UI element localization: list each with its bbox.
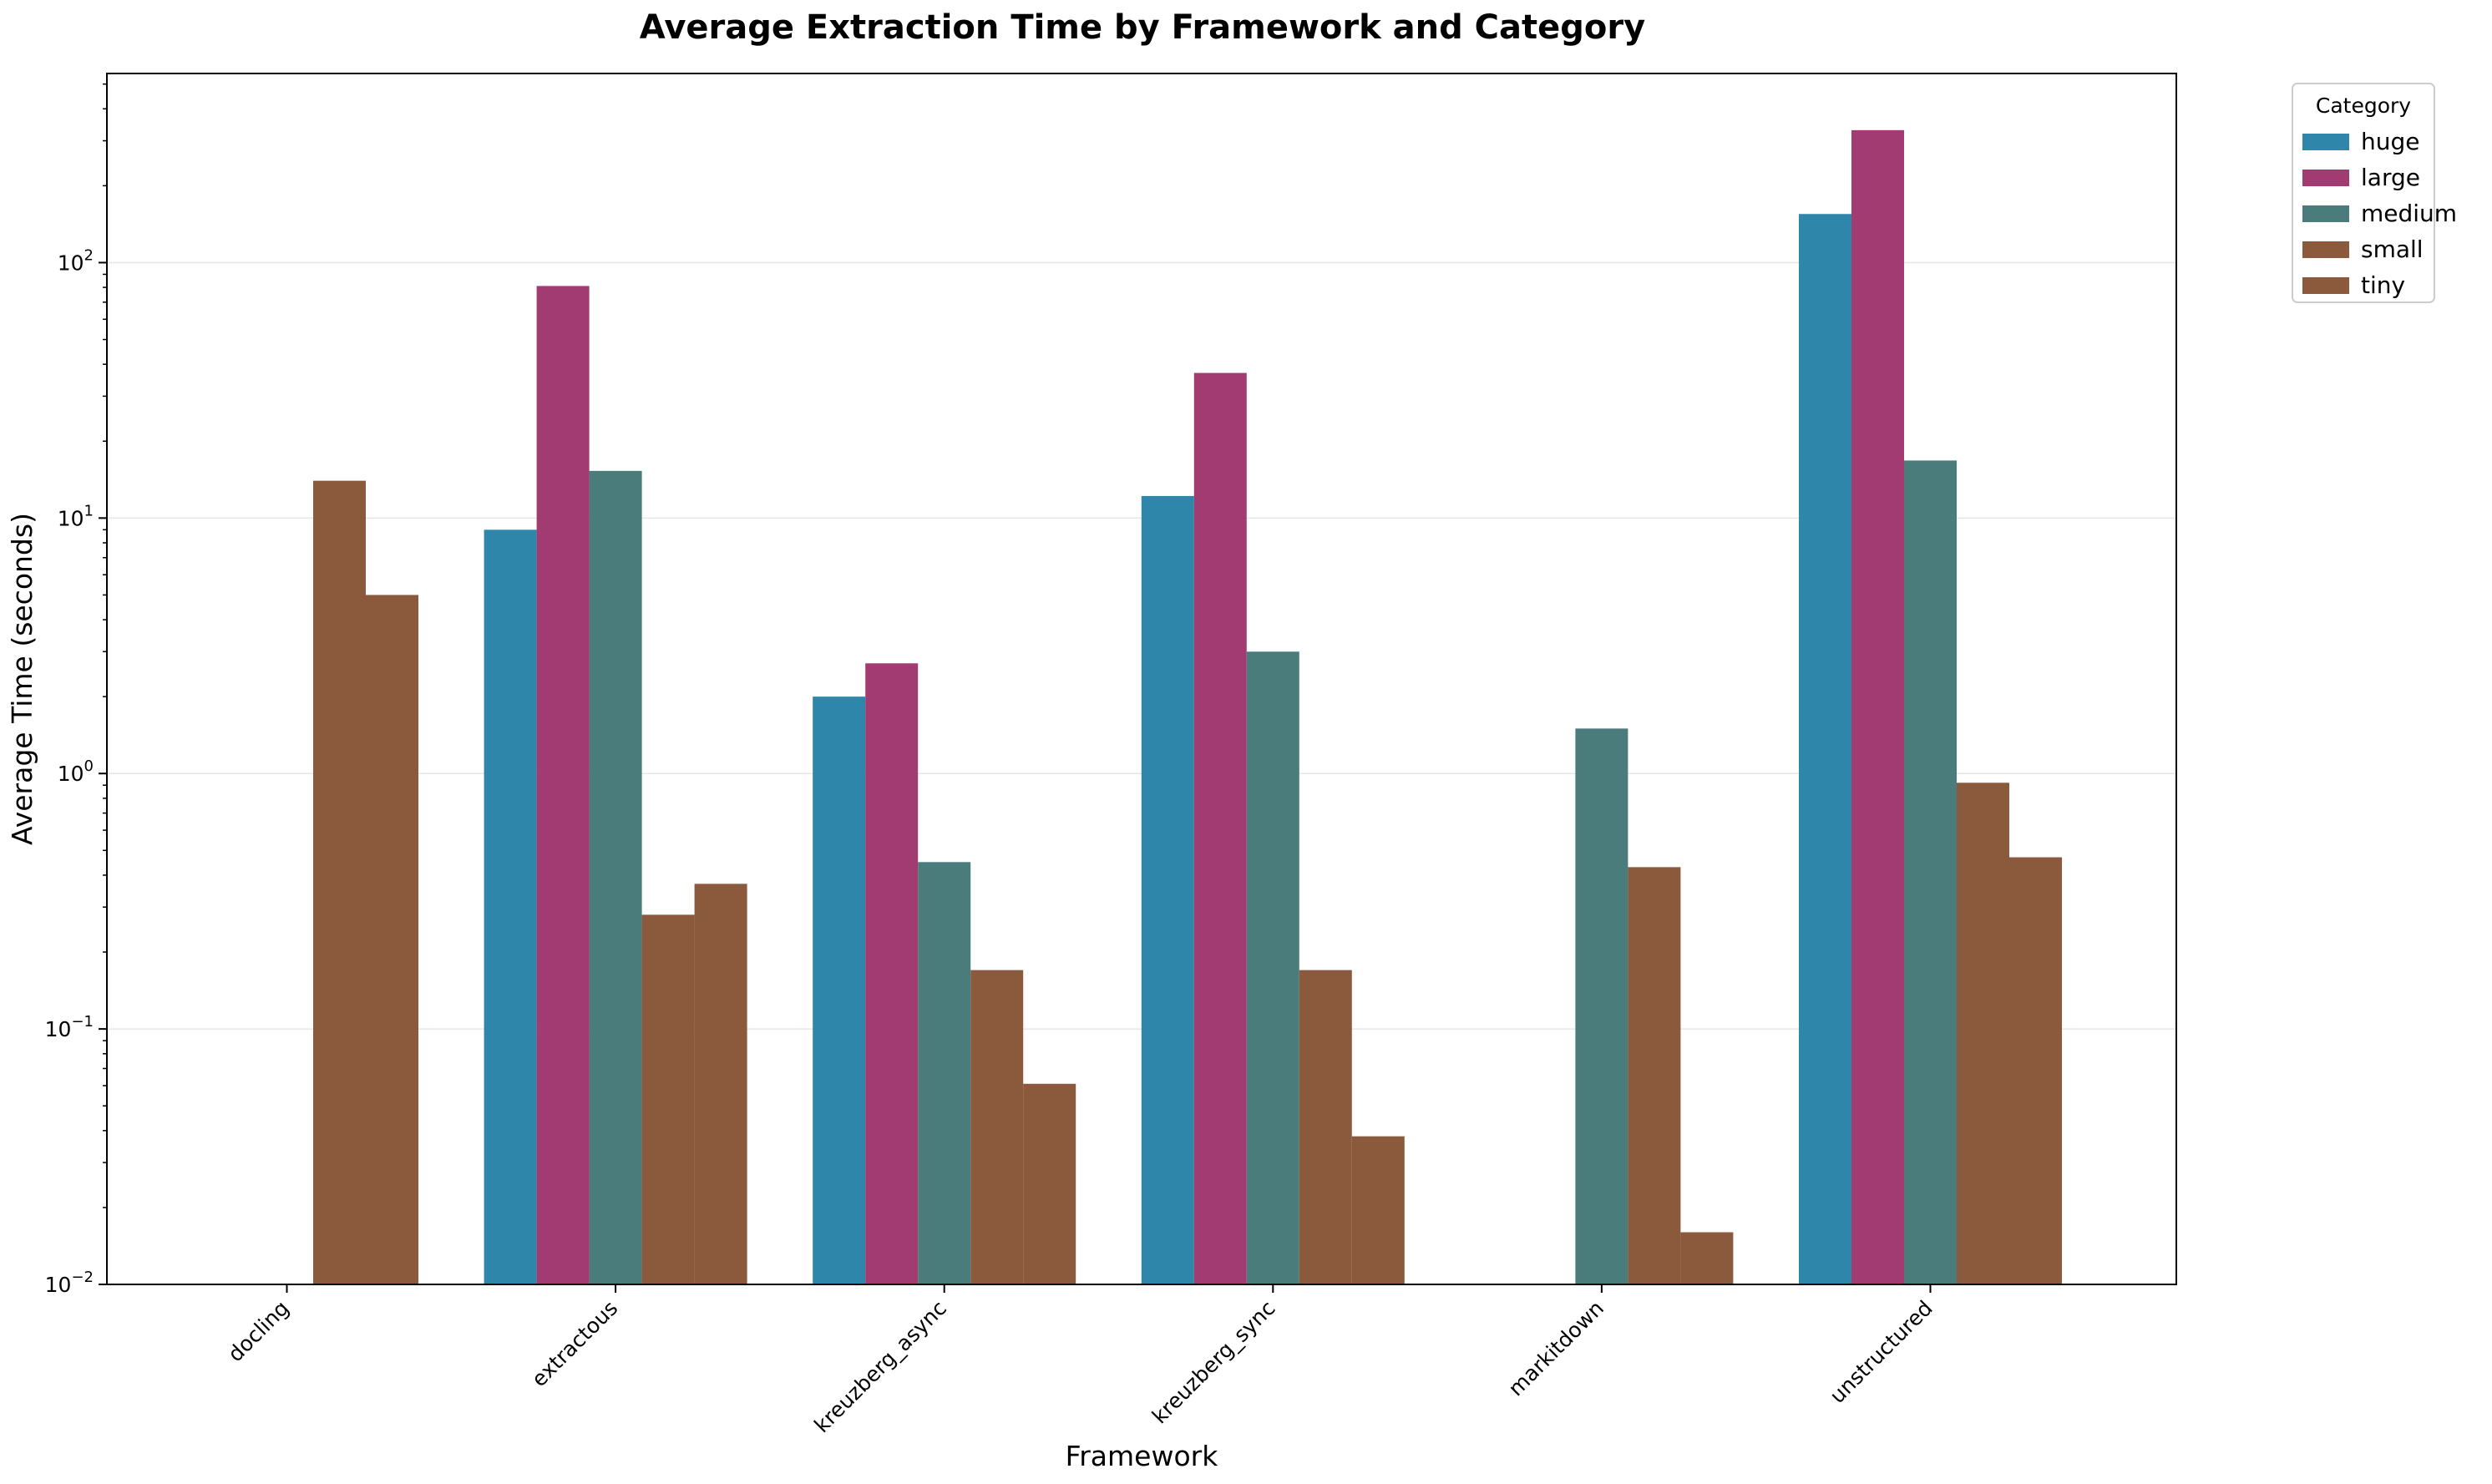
legend-label-large: large xyxy=(2361,164,2420,191)
y-tick-label: 102 xyxy=(58,246,94,275)
legend-swatch-tiny xyxy=(2302,277,2349,294)
legend-label-huge: huge xyxy=(2361,128,2420,155)
y-axis-ticks: 10−2 10−1 100 101 102 xyxy=(45,83,107,1297)
bar-kreuzberg_sync-large xyxy=(1193,372,1247,1284)
bar-kreuzberg_sync-medium xyxy=(1246,651,1299,1284)
bar-kreuzberg_async-tiny xyxy=(1023,1083,1076,1284)
bar-unstructured-medium xyxy=(1904,460,1957,1284)
legend-label-medium: medium xyxy=(2361,200,2457,227)
bar-extractous-medium xyxy=(589,470,642,1284)
bar-docling-tiny xyxy=(366,595,418,1284)
y-axis-label: Average Time (seconds) xyxy=(6,513,38,845)
y-tick-label: 10−2 xyxy=(45,1269,94,1297)
bar-docling-small xyxy=(313,480,366,1284)
bar-markitdown-tiny xyxy=(1680,1232,1734,1284)
legend: Category huge large medium small tiny xyxy=(2292,83,2457,303)
plot-area-frame xyxy=(106,73,2177,1285)
bar-markitdown-small xyxy=(1628,867,1681,1284)
bar-kreuzberg_async-huge xyxy=(813,696,866,1284)
legend-label-tiny: tiny xyxy=(2361,271,2405,299)
bar-extractous-large xyxy=(536,286,590,1284)
legend-swatch-medium xyxy=(2302,205,2349,222)
bar-extractous-small xyxy=(641,914,695,1284)
legend-swatch-small xyxy=(2302,241,2349,258)
x-axis-label: Framework xyxy=(1066,1440,1219,1472)
legend-swatch-large xyxy=(2302,170,2349,186)
legend-label-small: small xyxy=(2361,236,2424,263)
bar-unstructured-large xyxy=(1851,129,1904,1285)
bar-kreuzberg_sync-small xyxy=(1299,970,1352,1284)
bar-extractous-tiny xyxy=(694,884,747,1284)
chart-title: Average Extraction Time by Framework and… xyxy=(640,8,1645,47)
bar-extractous-huge xyxy=(484,529,537,1284)
bar-unstructured-small xyxy=(1957,783,2009,1284)
bar-kreuzberg_async-medium xyxy=(918,862,971,1284)
bar-kreuzberg_sync-huge xyxy=(1141,495,1194,1284)
bars xyxy=(313,129,2062,1285)
legend-title: Category xyxy=(2316,94,2411,118)
y-tick-label: 101 xyxy=(58,502,94,530)
bar-kreuzberg_async-small xyxy=(970,970,1024,1284)
bar-unstructured-huge xyxy=(1799,214,1851,1284)
y-tick-label: 100 xyxy=(58,757,94,786)
bar-unstructured-tiny xyxy=(2009,857,2062,1284)
y-tick-label: 10−1 xyxy=(45,1013,94,1041)
bar-kreuzberg_sync-tiny xyxy=(1351,1136,1405,1284)
legend-swatch-huge xyxy=(2302,134,2349,150)
bar-kreuzberg_async-large xyxy=(865,663,919,1284)
bar-markitdown-medium xyxy=(1575,728,1628,1284)
